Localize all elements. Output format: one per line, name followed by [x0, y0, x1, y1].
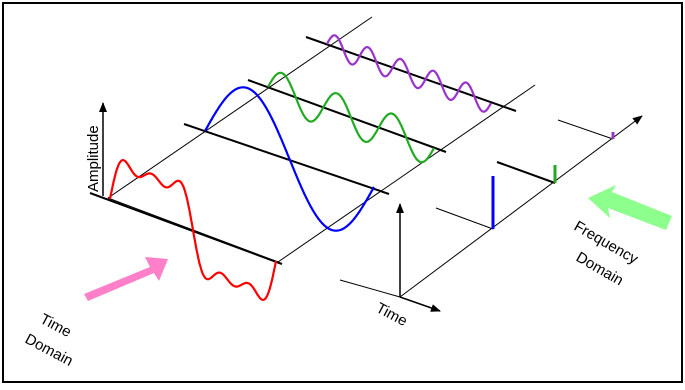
baseline-axes — [89, 36, 517, 265]
frequency-axis-arrow — [399, 115, 643, 298]
third-harmonic-wave — [267, 71, 435, 164]
green-block-arrow-icon — [588, 185, 672, 230]
fundamental-baseline — [183, 123, 390, 195]
third-harmonic-baseline — [247, 79, 447, 153]
spectrum-bars — [491, 132, 615, 229]
third-harmonic-frequency-gridline — [496, 161, 556, 184]
fundamental-wave — [204, 86, 375, 232]
composite-baseline — [89, 192, 283, 265]
fifth-harmonic-baseline — [305, 36, 517, 112]
amplitude-label: Amplitude — [85, 125, 102, 192]
pink-block-arrow-icon — [84, 257, 168, 301]
time-axis-arrow — [399, 296, 441, 312]
fifth-harmonic-wave — [326, 34, 492, 113]
frequency-gridlines — [339, 119, 614, 298]
composite-wave — [108, 159, 278, 301]
outer-frame — [2, 2, 683, 383]
